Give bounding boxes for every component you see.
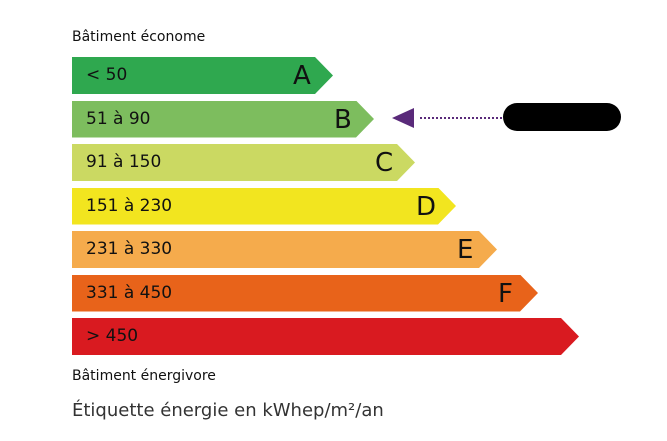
class-letter: F <box>498 278 513 309</box>
indicator-arrow-icon <box>392 108 414 128</box>
bar-shape <box>72 231 497 268</box>
redacted-label <box>503 103 621 131</box>
indicator-dotted-line <box>420 117 502 119</box>
unit-caption: Étiquette énergie en kWhep/m²/an <box>72 400 384 421</box>
bar-shape <box>72 57 333 94</box>
class-letter: C <box>375 148 394 178</box>
bar-shape <box>72 274 538 312</box>
class-range: 331 à 450 <box>86 282 173 303</box>
class-letter: B <box>334 104 352 135</box>
bar-shape <box>72 187 456 225</box>
energy-class-bar-g: > 450 <box>72 318 579 355</box>
energy-class-bar-d: 151 à 230 D <box>72 187 456 225</box>
top-caption: Bâtiment économe <box>72 29 206 45</box>
class-letter: E <box>457 235 474 265</box>
class-letter: D <box>416 191 437 222</box>
class-range: 91 à 150 <box>86 152 162 172</box>
bar-shape <box>72 144 415 181</box>
bar-shape <box>72 100 374 138</box>
class-letter: A <box>293 61 311 91</box>
bar-shape <box>72 318 579 355</box>
energy-class-bar-f: 331 à 450 F <box>72 274 538 312</box>
class-range: < 50 <box>86 65 128 85</box>
energy-class-bar-c: 91 à 150 C <box>72 144 415 181</box>
energy-class-bar-e: 231 à 330 E <box>72 231 497 268</box>
energy-class-bar-a: < 50 A <box>72 57 333 94</box>
energy-class-bar-b: 51 à 90 B <box>72 100 374 138</box>
class-range: 231 à 330 <box>86 239 173 259</box>
class-range: > 450 <box>86 326 139 346</box>
class-range: 151 à 230 <box>86 195 173 216</box>
bottom-caption: Bâtiment énergivore <box>72 368 216 384</box>
class-range: 51 à 90 <box>86 108 151 129</box>
